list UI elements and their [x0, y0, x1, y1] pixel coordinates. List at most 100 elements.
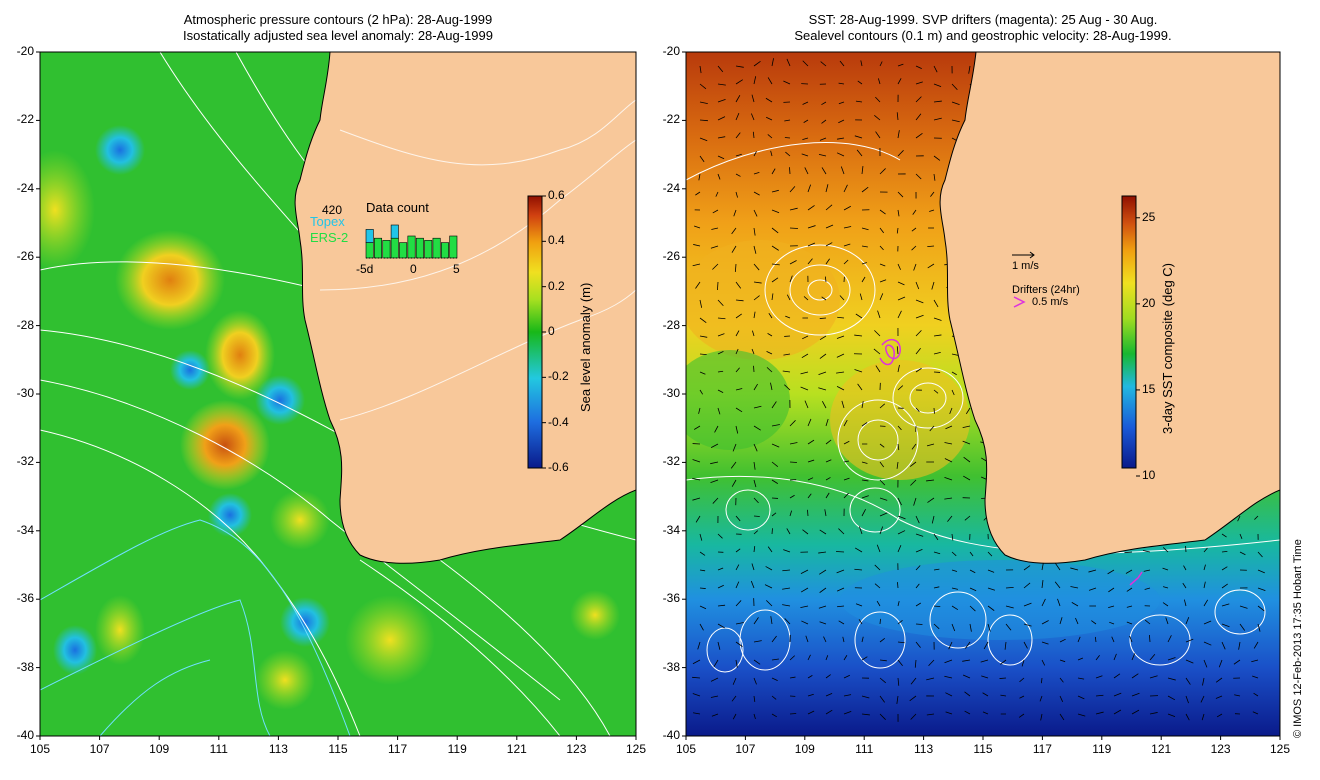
velocity-arrow: [951, 587, 959, 590]
inset-bars: [365, 224, 458, 259]
velocity-arrow: [767, 134, 773, 139]
x-tick-label: 119: [1092, 742, 1112, 756]
velocity-arrow: [879, 263, 886, 267]
scale-arrow-head: [1029, 251, 1035, 259]
sla-blob: [95, 125, 145, 175]
velocity-arrow: [1185, 695, 1189, 704]
velocity-arrow: [819, 137, 827, 141]
velocity-arrow: [1023, 641, 1028, 649]
velocity-arrow: [897, 150, 904, 157]
x-tick-label: 125: [1269, 742, 1291, 756]
velocity-arrow: [699, 299, 703, 308]
velocity-arrow: [1131, 653, 1136, 661]
velocity-arrow: [765, 97, 773, 103]
velocity-arrow: [1126, 605, 1133, 608]
velocity-arrow: [877, 78, 881, 85]
topex-bar: [365, 229, 374, 243]
velocity-arrow: [875, 131, 881, 139]
velocity-arrow: [879, 443, 885, 448]
velocity-arrow: [929, 425, 935, 432]
velocity-arrow: [836, 335, 845, 339]
velocity-arrow: [1167, 657, 1176, 661]
velocity-arrow: [771, 401, 777, 409]
sst-colorbar-tick: 20: [1142, 295, 1156, 310]
velocity-arrow: [766, 116, 773, 121]
velocity-arrow: [807, 225, 816, 229]
velocity-arrow: [1221, 550, 1228, 553]
velocity-arrow: [767, 333, 773, 337]
velocity-arrow: [730, 461, 737, 469]
velocity-arrow: [843, 184, 848, 193]
velocity-arrow: [962, 674, 971, 679]
velocity-arrow: [861, 636, 864, 643]
velocity-arrow: [753, 640, 762, 643]
velocity-arrow: [1239, 605, 1248, 609]
velocity-arrow: [854, 334, 863, 337]
velocity-arrow: [825, 439, 832, 445]
velocity-arrow: [897, 130, 900, 139]
velocity-arrow: [823, 636, 827, 643]
velocity-arrow: [896, 227, 899, 234]
velocity-arrow: [717, 407, 721, 415]
velocity-arrow: [965, 641, 971, 649]
velocity-arrow: [734, 263, 737, 272]
y-tick-label: -24: [662, 180, 680, 195]
velocity-arrow: [770, 150, 773, 157]
velocity-arrow: [735, 659, 738, 668]
velocity-arrow: [861, 695, 870, 699]
velocity-arrow: [735, 600, 742, 607]
drifters-label: Drifters (24hr): [1012, 284, 1080, 296]
velocity-arrow: [879, 245, 884, 251]
velocity-arrow: [804, 167, 809, 175]
velocity-arrow: [933, 568, 940, 571]
velocity-arrow: [771, 209, 780, 214]
velocity-arrow: [915, 281, 920, 290]
velocity-arrow: [771, 443, 780, 448]
velocity-arrow: [874, 583, 881, 589]
velocity-arrow: [753, 443, 758, 452]
ers2-bar: [432, 237, 441, 259]
velocity-arrow: [1095, 694, 1104, 697]
x-tick-label: 111: [209, 742, 228, 756]
velocity-arrow: [915, 367, 922, 373]
velocity-arrow: [1077, 677, 1085, 680]
velocity-arrow: [1253, 692, 1259, 697]
velocity-arrow: [825, 655, 829, 661]
velocity-arrow: [784, 119, 791, 122]
velocity-arrow: [717, 641, 721, 650]
velocity-arrow: [805, 635, 809, 643]
ers2-bar: [449, 235, 458, 259]
velocity-arrow: [789, 207, 798, 211]
velocity-arrow: [789, 167, 791, 175]
velocity-arrow: [735, 388, 743, 391]
velocity-arrow: [717, 155, 725, 160]
velocity-arrow: [915, 65, 922, 70]
velocity-arrow: [771, 245, 779, 251]
velocity-arrow: [1041, 659, 1046, 666]
velocity-arrow: [840, 166, 845, 175]
velocity-arrow: [753, 151, 757, 157]
velocity-arrow: [874, 114, 881, 121]
velocity-arrow: [825, 492, 830, 499]
velocity-arrow: [1238, 641, 1241, 650]
velocity-arrow: [753, 76, 757, 85]
velocity-arrow: [1257, 587, 1266, 591]
velocity-arrow: [1055, 563, 1061, 571]
velocity-arrow: [825, 709, 833, 715]
velocity-arrow: [1183, 565, 1187, 571]
velocity-arrow: [1218, 659, 1223, 668]
velocity-arrow: [1094, 636, 1097, 643]
y-tick-label: -38: [16, 659, 34, 674]
velocity-arrow: [695, 191, 701, 196]
velocity-arrow: [807, 493, 812, 499]
velocity-arrow: [807, 509, 809, 517]
velocity-arrow: [1113, 709, 1122, 715]
velocity-arrow: [1149, 634, 1151, 643]
velocity-arrow: [692, 693, 701, 697]
velocity-arrow: [821, 400, 827, 409]
inset-legend-ers2: ERS-2: [310, 230, 349, 245]
velocity-arrow: [1200, 695, 1205, 703]
velocity-arrow: [879, 209, 886, 215]
velocity-arrow: [854, 369, 863, 373]
velocity-arrow: [909, 461, 917, 467]
